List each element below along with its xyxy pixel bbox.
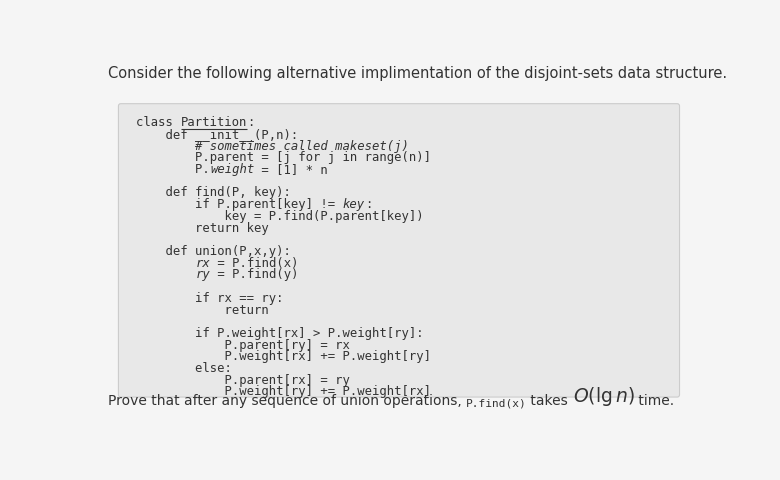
Text: P.: P. xyxy=(136,163,210,176)
Text: = P.find(x): = P.find(x) xyxy=(210,256,299,269)
Text: P.parent[rx] = ry: P.parent[rx] = ry xyxy=(136,373,350,386)
Text: P.parent = [j for j in range(n)]: P.parent = [j for j in range(n)] xyxy=(136,151,431,164)
Text: P.weight[rx] += P.weight[ry]: P.weight[rx] += P.weight[ry] xyxy=(136,349,431,362)
Text: return key: return key xyxy=(136,221,269,234)
Text: P.parent[ry] = rx: P.parent[ry] = rx xyxy=(136,338,350,351)
Text: takes: takes xyxy=(526,393,573,407)
Text: $O(\lg n)$: $O(\lg n)$ xyxy=(573,384,634,407)
Text: rx: rx xyxy=(195,256,210,269)
Text: P.weight[ry] += P.weight[rx]: P.weight[ry] += P.weight[rx] xyxy=(136,384,431,397)
Text: weight: weight xyxy=(210,163,254,176)
Text: Consider the following alternative implimentation of the disjoint-sets data stru: Consider the following alternative impli… xyxy=(108,66,727,81)
Text: if P.parent[key] !=: if P.parent[key] != xyxy=(136,198,342,211)
Text: key: key xyxy=(342,198,365,211)
Text: :: : xyxy=(247,116,254,129)
Text: class: class xyxy=(136,116,180,129)
FancyBboxPatch shape xyxy=(119,105,679,397)
Text: Prove that after any sequence of union operations,: Prove that after any sequence of union o… xyxy=(108,393,466,407)
Text: else:: else: xyxy=(136,361,232,374)
Text: ry: ry xyxy=(195,268,210,281)
Text: key = P.find(P.parent[key]): key = P.find(P.parent[key]) xyxy=(136,209,424,222)
Text: if rx == ry:: if rx == ry: xyxy=(136,291,284,304)
Text: P.find(x): P.find(x) xyxy=(466,397,526,407)
Text: time.: time. xyxy=(634,393,675,407)
Text: = P.find(y): = P.find(y) xyxy=(210,268,299,281)
Text: if P.weight[rx] > P.weight[ry]:: if P.weight[rx] > P.weight[ry]: xyxy=(136,326,424,339)
Text: :: : xyxy=(365,198,372,211)
Text: = [1] * n: = [1] * n xyxy=(254,163,328,176)
Text: def __init__(P,n):: def __init__(P,n): xyxy=(136,128,299,141)
Text: return: return xyxy=(136,303,269,316)
Text: def union(P,x,y):: def union(P,x,y): xyxy=(136,244,291,257)
Text: def find(P, key):: def find(P, key): xyxy=(136,186,291,199)
Text: # sometimes called makeset(j): # sometimes called makeset(j) xyxy=(136,139,410,152)
Text: Partition: Partition xyxy=(180,116,247,129)
